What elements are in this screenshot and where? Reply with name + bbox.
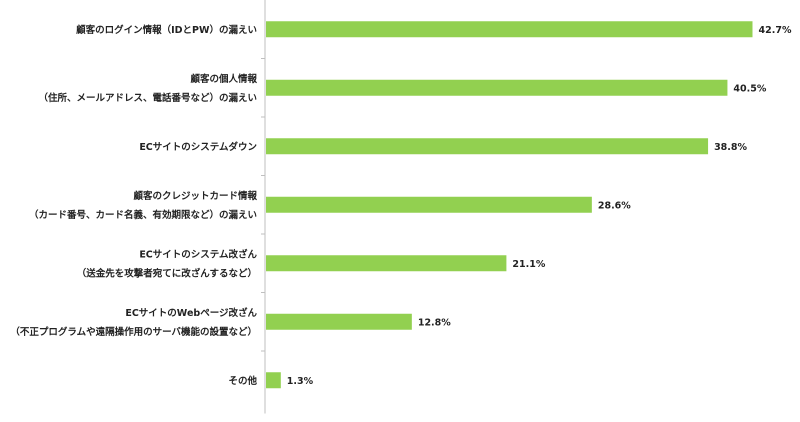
category-label-line: ECサイトのWebページ改ざん <box>125 307 257 319</box>
value-labels: 42.7% 40.5% 38.8% 28.6% 21.1% 12.8% 1.3% <box>287 25 792 387</box>
bar <box>266 255 507 272</box>
data-label: 21.1% <box>512 259 545 270</box>
category-label: ECサイトのシステムダウン <box>139 141 257 153</box>
bar <box>266 372 281 389</box>
category-label-line: （送金先を攻撃者宛てに改ざんするなど） <box>77 267 257 279</box>
category-label-line: 顧客の個人情報 <box>190 73 257 85</box>
category-label-line: （カード番号、カード名義、有効期限など）の漏えい <box>29 209 257 221</box>
category-label: 顧客のログイン情報（IDとPW）の漏えい <box>76 24 257 36</box>
category-label: ECサイトのWebページ改ざん （不正プログラムや遠隔操作用のサーバ機能の設置など… <box>10 307 257 338</box>
data-label: 40.5% <box>733 83 766 94</box>
category-label-line: ECサイトのシステム改ざん <box>139 248 257 260</box>
bar <box>266 21 753 38</box>
data-label: 42.7% <box>759 25 792 36</box>
bar <box>266 196 592 213</box>
category-label-line: （不正プログラムや遠隔操作用のサーバ機能の設置など） <box>10 326 257 338</box>
data-label: 38.8% <box>714 142 747 153</box>
category-label: 顧客のクレジットカード情報 （カード番号、カード名義、有効期限など）の漏えい <box>29 190 258 221</box>
bar <box>266 138 709 155</box>
category-label-line: 顧客のクレジットカード情報 <box>133 190 257 202</box>
bars <box>261 21 753 389</box>
bar <box>266 79 728 96</box>
data-label: 28.6% <box>598 200 631 211</box>
category-label: その他 <box>228 375 257 387</box>
category-label: ECサイトのシステム改ざん （送金先を攻撃者宛てに改ざんするなど） <box>77 248 258 279</box>
category-label-line: 顧客のログイン情報（IDとPW）の漏えい <box>76 24 257 36</box>
category-label: 顧客の個人情報 （住所、メールアドレス、電話番号など）の漏えい <box>38 73 257 104</box>
category-label-line: ECサイトのシステムダウン <box>139 141 257 153</box>
category-label-line: （住所、メールアドレス、電話番号など）の漏えい <box>38 92 257 104</box>
category-label-line: その他 <box>228 375 257 387</box>
data-label: 1.3% <box>287 376 314 387</box>
bar <box>266 313 412 330</box>
data-label: 12.8% <box>418 317 451 328</box>
